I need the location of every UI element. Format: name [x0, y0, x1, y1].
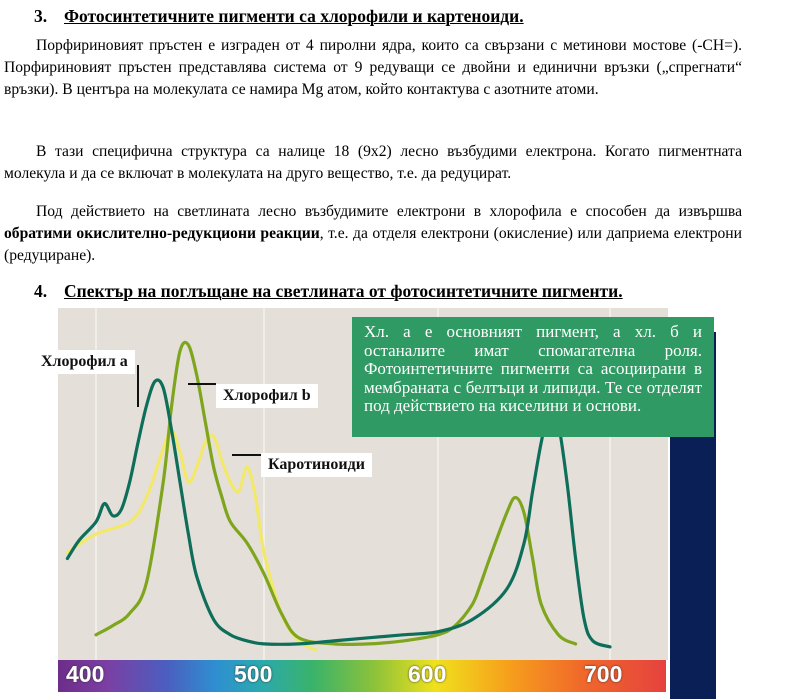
visible-spectrum-bar: [58, 660, 666, 692]
paragraph-redox: Под действието на светлината лесно възбу…: [4, 201, 742, 267]
section-3-title: Фотосинтетичните пигменти са хлорофили и…: [64, 6, 524, 26]
chlorophyll-a-label: Хлорофил а: [34, 350, 135, 374]
section-4-heading: 4. Спектър на поглъщане на светлината от …: [34, 281, 623, 302]
tick-label-600: 600: [408, 661, 447, 687]
section-3-number: 3.: [34, 6, 48, 26]
chlorophyll-b-curve: [94, 340, 578, 647]
paragraph-redox-end: , т.е. да отделя електрони (окисление) и…: [4, 225, 742, 264]
label-pointer-lines: [137, 365, 261, 456]
section-3-heading: 3. Фотосинтетичните пигменти са хлорофили…: [34, 6, 524, 27]
chlorophyll-b-label: Хлорофил b: [216, 384, 318, 408]
tick-label-400: 400: [66, 661, 105, 687]
section-4-number: 4.: [34, 281, 48, 301]
section-4-title: Спектър на поглъщане на светлината от фо…: [64, 281, 623, 301]
paragraph-porphyrin: Порфириновият пръстен е изграден от 4 пи…: [4, 37, 742, 98]
paragraph-electrons: В тази специфична структура са налице 18…: [4, 143, 742, 182]
tick-label-700: 700: [584, 661, 623, 687]
explanation-note-box: Хл. а е основният пигмент, а хл. б и ост…: [352, 317, 714, 437]
paragraph-redox-start: Под действието на светлината лесно възбу…: [36, 203, 742, 220]
absorption-spectrum-figure: 400 500 600 700 Хлорофил а Хлорофил b Ка…: [34, 305, 716, 699]
carotenoids-label: Каротиноиди: [261, 453, 372, 477]
tick-label-500: 500: [234, 661, 273, 687]
paragraph-redox-bold: обратими окислително-редукциони реакции: [4, 225, 320, 242]
